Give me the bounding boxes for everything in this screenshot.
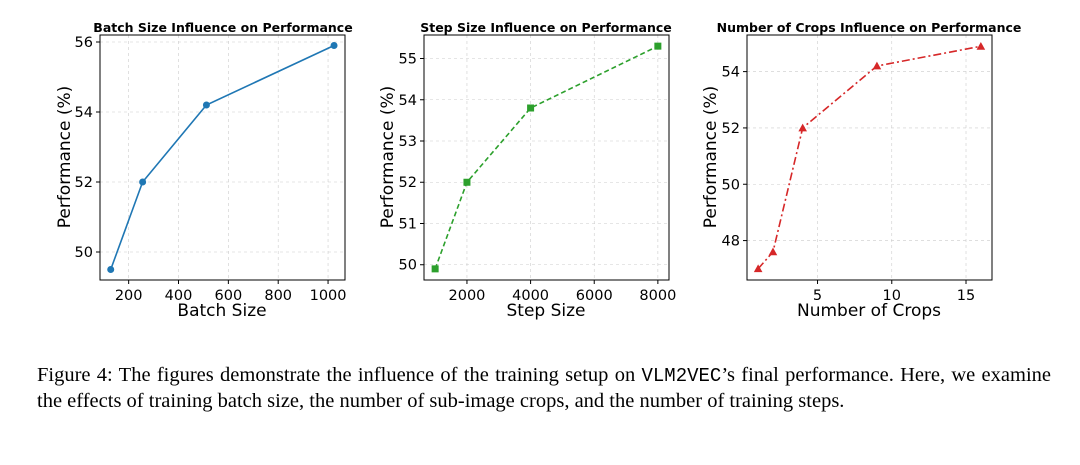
step-size-data-point [654, 42, 662, 50]
batch-size-x-tick-label: 400 [165, 288, 193, 304]
caption-prefix: Figure 4: The figures demonstrate the in… [37, 364, 642, 386]
batch-size-chart-y-label: Performance (%) [55, 86, 75, 229]
step-size-chart-grid [424, 35, 669, 280]
figure-caption: Figure 4: The figures demonstrate the in… [37, 363, 1051, 413]
step-size-y-tick-label: 54 [399, 93, 417, 109]
number-of-crops-chart-series [753, 41, 986, 273]
caption-suffix: ’s final performance. Here, we examine t… [37, 364, 1051, 412]
batch-size-chart-title: Batch Size Influence on Performance [93, 20, 352, 35]
number-of-crops-y-tick-label: 48 [722, 234, 740, 250]
batch-size-chart: Batch Size Influence on Performance 200 4… [55, 20, 353, 321]
number-of-crops-chart-x-label: Number of Crops [797, 301, 941, 321]
step-size-y-tick-label: 50 [399, 258, 417, 274]
number-of-crops-series-line [757, 45, 982, 270]
batch-size-data-point [107, 266, 115, 273]
batch-size-y-tick-label: 52 [75, 175, 93, 191]
step-size-data-point [463, 178, 471, 186]
step-size-series-line [434, 45, 659, 270]
step-size-chart-y-label: Performance (%) [378, 86, 398, 229]
step-size-x-tick-label: 2000 [449, 288, 486, 304]
step-size-y-tick-label: 53 [399, 134, 417, 150]
step-size-chart-series [431, 42, 662, 273]
batch-size-x-tick-label: 200 [115, 288, 143, 304]
batch-size-data-point [139, 178, 147, 186]
batch-size-series-line [109, 44, 335, 270]
step-size-x-tick-label: 6000 [576, 288, 613, 304]
batch-size-chart-grid [100, 35, 345, 280]
step-size-y-tick-label: 55 [399, 52, 417, 68]
step-size-x-tick-label: 4000 [512, 288, 549, 304]
step-size-chart: Step Size Influence on Performance 2000 4… [378, 20, 676, 321]
step-size-y-tick-label: 52 [399, 175, 417, 191]
number-of-crops-x-tick-label: 10 [883, 288, 901, 304]
batch-size-y-tick-label: 56 [75, 35, 93, 51]
batch-size-chart-x-label: Batch Size [177, 301, 266, 321]
number-of-crops-data-point [872, 61, 882, 70]
number-of-crops-y-tick-label: 52 [722, 121, 740, 137]
batch-size-chart-frame [99, 34, 346, 281]
step-size-y-tick-label: 51 [399, 216, 417, 232]
batch-size-chart-x-ticks: 200 400 600 800 1000 [115, 280, 347, 304]
number-of-crops-x-tick-label: 5 [813, 288, 822, 304]
number-of-crops-chart-y-ticks: 48 50 52 54 [722, 65, 747, 250]
number-of-crops-data-point [798, 123, 807, 132]
batch-size-chart-series [107, 42, 338, 273]
batch-size-y-tick-label: 50 [75, 245, 93, 261]
step-size-chart-y-ticks: 50 51 52 53 54 55 [399, 52, 424, 274]
number-of-crops-chart-x-ticks: 5 10 15 [813, 280, 975, 304]
number-of-crops-x-tick-label: 15 [957, 288, 975, 304]
step-size-chart-title: Step Size Influence on Performance [420, 20, 672, 35]
step-size-x-tick-label: 8000 [639, 288, 676, 304]
batch-size-chart-y-ticks: 50 52 54 56 [75, 35, 100, 261]
caption-model-name: VLM2VEC [641, 365, 722, 387]
batch-size-data-point [202, 101, 210, 109]
step-size-data-point [527, 104, 535, 112]
number-of-crops-y-tick-label: 50 [722, 177, 740, 193]
number-of-crops-chart: Number of Crops Influence on Performance… [701, 20, 1021, 321]
number-of-crops-data-point [976, 41, 986, 50]
number-of-crops-y-tick-label: 54 [722, 65, 740, 81]
number-of-crops-chart-frame [746, 34, 993, 281]
step-size-data-point [431, 265, 439, 273]
batch-size-x-tick-label: 600 [215, 288, 243, 304]
batch-size-x-tick-label: 800 [264, 288, 292, 304]
number-of-crops-chart-y-label: Performance (%) [701, 86, 721, 229]
number-of-crops-data-point [753, 264, 763, 273]
step-size-chart-frame [423, 34, 670, 281]
batch-size-data-point [330, 42, 338, 49]
batch-size-x-tick-label: 1000 [310, 288, 347, 304]
figure-charts: Batch Size Influence on Performance 200 4… [55, 20, 1021, 321]
number-of-crops-chart-title: Number of Crops Influence on Performance [717, 20, 1022, 35]
batch-size-y-tick-label: 54 [75, 105, 93, 121]
step-size-chart-x-ticks: 2000 4000 6000 8000 [449, 280, 676, 304]
number-of-crops-chart-grid [747, 35, 992, 280]
number-of-crops-data-point [768, 247, 778, 256]
step-size-chart-x-label: Step Size [506, 301, 585, 321]
